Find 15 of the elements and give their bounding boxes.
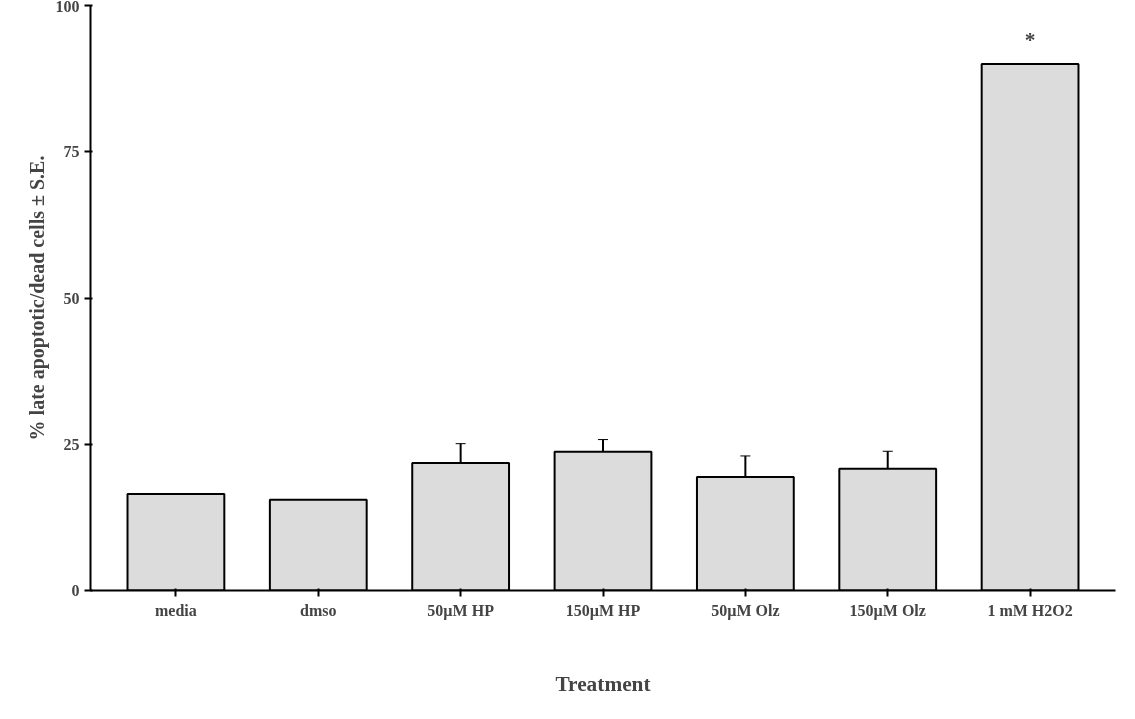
x-tick-label: 50µM Olz	[711, 601, 780, 620]
x-axis-title: Treatment	[555, 671, 652, 696]
y-tick-label: 0	[71, 582, 80, 599]
x-tick-label: 150µM HP	[565, 601, 641, 620]
y-tick-label: 75	[63, 143, 80, 161]
y-tick-label: 25	[63, 435, 80, 453]
x-tick-label: 50µM HP	[427, 601, 495, 620]
x-tick-label: media	[155, 601, 197, 619]
x-tick-label: 1 mM H2O2	[987, 601, 1073, 619]
annotation: *	[1024, 28, 1036, 52]
x-tick-label: 150µM Olz	[849, 601, 926, 620]
x-tick-label: dmso	[300, 601, 337, 619]
y-tick-label: 50	[63, 289, 80, 307]
y-tick-label: 100	[55, 0, 80, 15]
y-axis-title: % late apoptotic/dead cells ± S.E.	[25, 155, 49, 441]
